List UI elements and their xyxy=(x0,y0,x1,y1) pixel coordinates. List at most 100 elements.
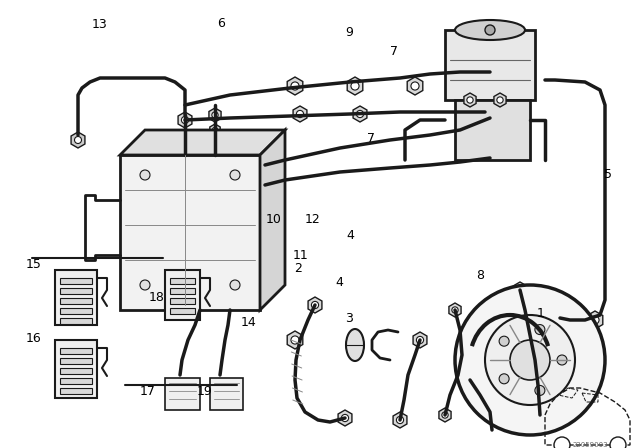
Polygon shape xyxy=(449,303,461,317)
Circle shape xyxy=(411,82,419,90)
Polygon shape xyxy=(71,132,85,148)
Polygon shape xyxy=(287,77,303,95)
Polygon shape xyxy=(353,106,367,122)
Text: 17: 17 xyxy=(140,385,155,399)
Bar xyxy=(60,358,92,364)
Circle shape xyxy=(182,137,188,143)
Circle shape xyxy=(230,170,240,180)
Circle shape xyxy=(442,412,448,418)
Text: 22059003: 22059003 xyxy=(572,442,608,448)
Bar xyxy=(455,100,530,160)
Bar xyxy=(170,298,195,304)
Bar xyxy=(60,278,92,284)
Polygon shape xyxy=(393,412,407,428)
Polygon shape xyxy=(494,93,506,107)
Bar xyxy=(170,308,195,314)
Bar xyxy=(60,308,92,314)
Bar xyxy=(60,298,92,304)
Text: 18: 18 xyxy=(149,291,164,305)
Circle shape xyxy=(591,316,599,324)
Polygon shape xyxy=(439,408,451,422)
Text: 2: 2 xyxy=(294,262,301,276)
Polygon shape xyxy=(120,155,260,310)
Bar xyxy=(60,348,92,354)
Text: 16: 16 xyxy=(26,332,41,345)
Circle shape xyxy=(212,127,218,133)
Text: 15: 15 xyxy=(26,258,41,271)
Circle shape xyxy=(181,116,189,124)
Text: 4: 4 xyxy=(347,228,355,242)
Circle shape xyxy=(296,110,303,118)
Circle shape xyxy=(212,112,218,118)
Text: 12: 12 xyxy=(305,213,320,226)
Polygon shape xyxy=(464,373,476,387)
Circle shape xyxy=(452,307,458,313)
Text: 13: 13 xyxy=(92,18,107,31)
Ellipse shape xyxy=(455,20,525,40)
Bar xyxy=(55,340,97,398)
Polygon shape xyxy=(513,282,527,298)
Circle shape xyxy=(485,25,495,35)
Bar xyxy=(165,378,200,410)
Circle shape xyxy=(554,437,570,448)
Bar xyxy=(170,288,195,294)
Circle shape xyxy=(610,437,626,448)
Circle shape xyxy=(396,416,404,424)
Polygon shape xyxy=(338,410,352,426)
Circle shape xyxy=(291,336,299,344)
Bar xyxy=(165,270,200,320)
Text: 7: 7 xyxy=(367,132,375,146)
Circle shape xyxy=(417,336,424,344)
Bar xyxy=(170,278,195,284)
Bar xyxy=(55,270,97,325)
Polygon shape xyxy=(533,407,547,423)
Text: 11: 11 xyxy=(293,249,308,262)
Circle shape xyxy=(341,414,349,422)
Circle shape xyxy=(230,280,240,290)
Polygon shape xyxy=(120,130,285,155)
Circle shape xyxy=(510,340,550,380)
Text: 9: 9 xyxy=(345,26,353,39)
Bar xyxy=(60,318,92,324)
Circle shape xyxy=(535,385,545,396)
Text: 4: 4 xyxy=(335,276,343,289)
Text: 7: 7 xyxy=(390,45,397,58)
Polygon shape xyxy=(413,332,427,348)
Polygon shape xyxy=(209,108,221,122)
Circle shape xyxy=(499,336,509,346)
Circle shape xyxy=(536,411,543,418)
Bar xyxy=(445,30,535,100)
Bar xyxy=(60,368,92,374)
Text: 19: 19 xyxy=(197,385,212,399)
Polygon shape xyxy=(287,331,303,349)
Circle shape xyxy=(312,302,319,309)
Bar xyxy=(210,378,243,410)
Polygon shape xyxy=(210,124,220,136)
Bar xyxy=(60,378,92,384)
Polygon shape xyxy=(407,77,423,95)
Polygon shape xyxy=(348,77,363,95)
Polygon shape xyxy=(178,112,192,128)
Polygon shape xyxy=(293,106,307,122)
Bar xyxy=(60,288,92,294)
Text: 3: 3 xyxy=(345,311,353,325)
Circle shape xyxy=(356,110,364,118)
Circle shape xyxy=(499,374,509,384)
Circle shape xyxy=(455,285,605,435)
Polygon shape xyxy=(179,133,191,147)
Circle shape xyxy=(516,286,524,293)
Polygon shape xyxy=(260,130,285,310)
Circle shape xyxy=(291,82,299,90)
Circle shape xyxy=(497,97,503,103)
Circle shape xyxy=(485,315,575,405)
Ellipse shape xyxy=(346,329,364,361)
Text: 8: 8 xyxy=(476,269,484,282)
Circle shape xyxy=(535,324,545,335)
Text: 6: 6 xyxy=(217,17,225,30)
Polygon shape xyxy=(308,297,322,313)
Bar xyxy=(60,388,92,394)
Polygon shape xyxy=(464,93,476,107)
Circle shape xyxy=(351,82,359,90)
Circle shape xyxy=(467,97,473,103)
Circle shape xyxy=(140,170,150,180)
